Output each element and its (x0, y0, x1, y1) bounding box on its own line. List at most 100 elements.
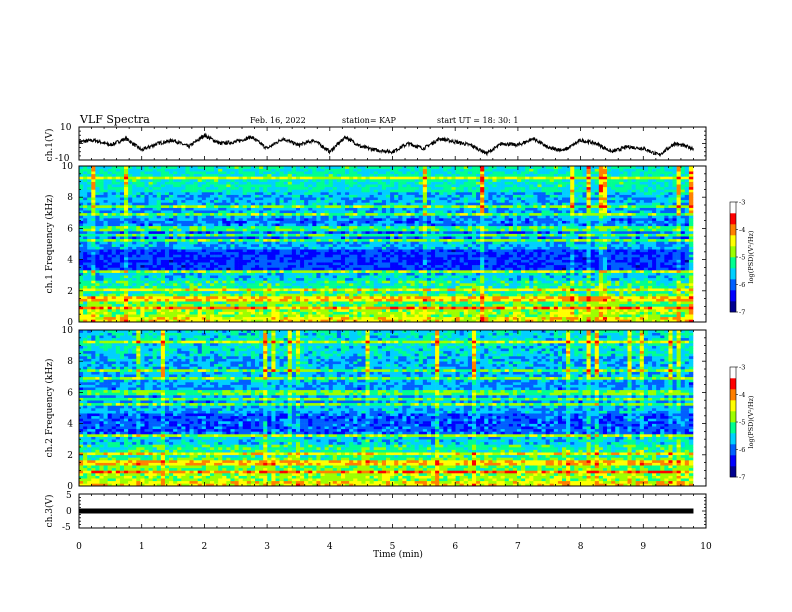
spectrogram-cell (177, 212, 182, 216)
spectrogram-cell (234, 225, 239, 229)
spectrogram-cell (353, 241, 358, 245)
spectrogram-cell (332, 249, 338, 253)
spectrogram-cell (246, 173, 252, 177)
spectrogram-cell (394, 166, 399, 169)
spectrogram-cell (169, 179, 174, 182)
spectrogram-cell (394, 171, 399, 175)
spectrogram-cell (328, 236, 334, 240)
spectrogram-cell (197, 296, 203, 299)
spectrogram-cell (201, 173, 207, 177)
spectrogram-cell (320, 173, 325, 177)
spectrogram-cell (246, 290, 252, 294)
spectrogram-cell (275, 264, 280, 268)
spectrogram-cell (115, 301, 121, 305)
spectrogram-cell (230, 228, 235, 232)
spectrogram-cell (250, 314, 256, 318)
spectrogram-cell (185, 301, 190, 305)
spectrogram-cell (369, 241, 375, 245)
spectrogram-cell (238, 246, 244, 250)
spectrogram-cell (111, 244, 117, 247)
spectrogram-cell (107, 285, 113, 289)
spectrogram-cell (361, 220, 366, 224)
spectrogram-cell (189, 259, 194, 263)
spectrogram-cell (340, 285, 346, 289)
spectrogram-cell (316, 202, 321, 206)
spectrogram-cell (271, 220, 276, 224)
spectrogram-cell (103, 218, 108, 221)
spectrogram-cell (79, 220, 84, 224)
spectrogram-cell (140, 290, 145, 294)
spectrogram-cell (295, 285, 301, 289)
spectrogram-cell (340, 176, 346, 180)
spectrogram-cell (361, 176, 366, 180)
spectrogram-cell (128, 205, 133, 208)
spectrogram-cell (328, 210, 334, 214)
spectrogram-cell (124, 262, 129, 266)
spectrogram-cell (193, 257, 198, 260)
spectrogram-cell (369, 316, 375, 320)
spectrogram-cell (406, 184, 411, 188)
spectrogram-cell (406, 316, 411, 320)
spectrogram-cell (328, 249, 334, 253)
spectrogram-cell (177, 194, 182, 198)
spectrogram-cell (87, 205, 92, 208)
spectrogram-cell (238, 280, 244, 284)
spectrogram-cell (402, 173, 407, 177)
spectrogram-cell (115, 267, 121, 271)
spectrogram-cell (390, 202, 395, 206)
spectrogram-cell (128, 316, 133, 320)
spectrogram-cell (205, 205, 211, 208)
spectrogram-cell (365, 231, 370, 234)
spectrogram-cell (107, 218, 113, 221)
spectrogram-cell (332, 215, 338, 219)
spectrogram-cell (99, 296, 104, 299)
spectrogram-cell (291, 254, 297, 258)
spectrogram-cell (271, 212, 276, 216)
spectrogram-cell (390, 301, 395, 305)
spectrogram-cell (390, 249, 395, 253)
spectrogram-cell (226, 186, 231, 190)
spectrogram-cell (312, 199, 317, 203)
spectrogram-cell (279, 199, 284, 203)
spectrogram-cell (238, 251, 244, 255)
spectrogram-cell (398, 303, 403, 307)
spectrogram-cell (373, 319, 379, 323)
spectrogram-cell (132, 194, 137, 198)
spectrogram-cell (160, 290, 166, 294)
spectrogram-cell (361, 194, 366, 198)
spectrogram-cell (95, 319, 100, 323)
spectrogram-cell (209, 220, 215, 224)
spectrogram-cell (267, 166, 272, 169)
spectrogram-cell (353, 212, 358, 216)
spectrogram-cell (189, 207, 194, 211)
spectrogram-cell (140, 288, 145, 292)
spectrogram-cell (128, 225, 133, 229)
spectrogram-cell (99, 314, 104, 318)
spectrogram-cell (279, 275, 284, 279)
spectrogram-cell (353, 223, 358, 227)
spectrogram-cell (124, 192, 129, 195)
spectrogram-cell (386, 311, 391, 315)
spectrogram-cell (205, 259, 211, 263)
spectrogram-cell (386, 280, 391, 284)
spectrogram-cell (230, 197, 235, 201)
spectrogram-cell (283, 236, 289, 240)
spectrogram-cell (332, 306, 338, 310)
spectrogram-cell (353, 296, 358, 299)
spectrogram-cell (132, 251, 137, 255)
spectrogram-cell (189, 309, 194, 312)
spectrogram-cell (377, 244, 383, 247)
spectrogram-cell (136, 207, 141, 211)
spectrogram-cell (406, 181, 411, 185)
spectrogram-cell (300, 166, 305, 169)
spectrogram-cell (250, 168, 256, 172)
spectrogram-cell (164, 231, 170, 234)
spectrogram-cell (316, 194, 321, 198)
spectrogram-cell (181, 244, 186, 247)
spectrogram-cell (99, 293, 104, 297)
spectrogram-cell (218, 197, 223, 201)
spectrogram-cell (308, 233, 313, 237)
spectrogram-cell (119, 223, 125, 227)
spectrogram-cell (132, 262, 137, 266)
spectrogram-cell (201, 194, 207, 198)
